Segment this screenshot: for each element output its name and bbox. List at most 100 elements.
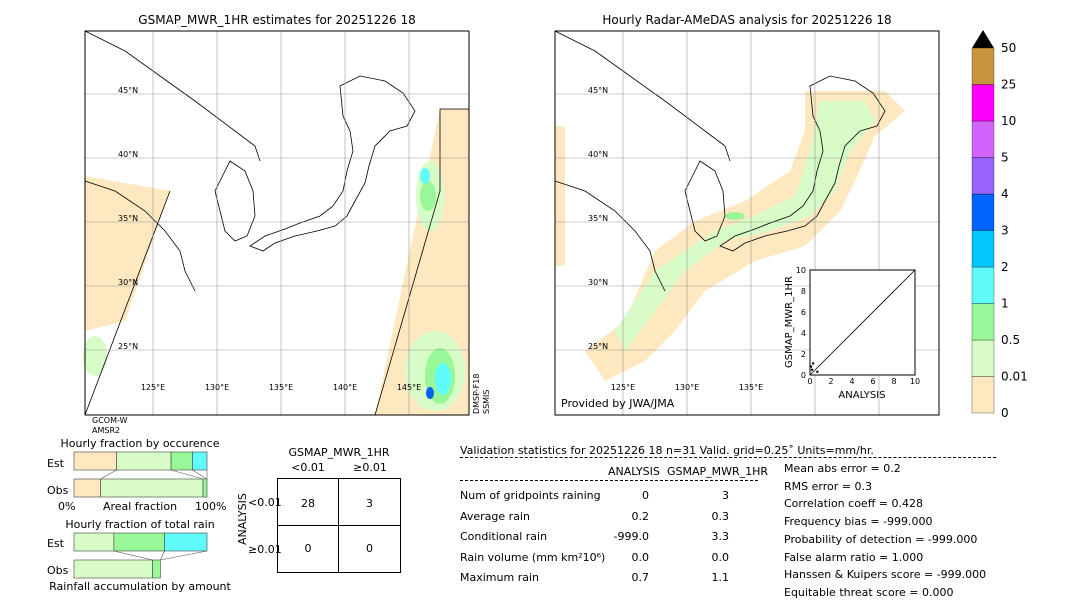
inset-x-tick: 2 [828,377,833,386]
lon-label: 130°E [675,383,699,392]
connector-line [160,550,165,561]
stats-label: Num of gridpoints raining [460,489,601,502]
sensor-line: DMSP-F18 [472,373,481,414]
fraction-bar-segment [192,451,208,471]
fraction-bar-segment [116,451,172,471]
colorbar-segment [971,84,995,122]
stats-g: 0.0 [711,550,730,564]
stats-a: -999.0 [613,530,649,543]
est-label: Est [47,537,64,550]
colorbar-label: 2 [1001,260,1009,274]
colorbar-label: 1 [1001,297,1009,311]
lat-label: 25°N [118,342,138,351]
stats-col: ANALYSIS [608,465,660,478]
col-header: ≥0.01 [353,461,387,474]
swath-edge [84,190,171,416]
stats-label: Average rain [460,509,530,523]
lon-label: 125°E [611,383,635,392]
occurrence-title: Hourly fraction by occurence [60,437,220,450]
stats-label: Maximum rain [460,571,539,584]
score-line: Equitable threat score = 0.000 [784,585,954,599]
score-line: Mean abs error = 0.2 [784,462,901,475]
colorbar-segment [971,303,995,341]
stats-col: GSMAP_MWR_1HR [667,465,769,478]
inset-y-tick: 10 [796,266,806,275]
colorbar-label: 0 [1001,406,1009,420]
right-map-title: Hourly Radar-AMeDAS analysis for 2025122… [602,13,892,27]
scatter-point [809,365,813,368]
lon-label: 125°E [141,383,165,392]
est-label: Est [47,457,64,470]
colorbar-label: 3 [1001,224,1009,238]
cell: 28 [278,479,339,526]
fraction-bar-segment [100,478,204,498]
connector-line [192,469,208,480]
fraction-bar-segment [202,478,208,498]
lon-label: 135°E [739,383,763,392]
stats-a: 0.2 [631,509,650,523]
inset-y-tick: 4 [801,329,806,338]
connector-line [171,469,204,480]
lat-label: 35°N [118,214,138,223]
colorbar-label: 25 [1001,78,1016,92]
obs-label: Obs [47,564,69,577]
total-rain-title: Hourly fraction of total rain [65,518,215,531]
map-frame [84,30,470,416]
connector-line [160,550,208,561]
stats-a: 0.0 [631,550,650,564]
fraction-bars [73,451,208,579]
coastline [84,30,261,292]
inset-x-tick: 6 [870,377,875,386]
colorbar-label: 10 [1001,114,1016,128]
inset-x-tick: 0 [807,377,812,386]
lon-label: 145°E [397,383,421,392]
inset-x-tick: 8 [891,377,896,386]
colorbar-label: 50 [1001,41,1016,55]
score-line: Frequency bias = -999.000 [784,515,933,529]
row-header: ≥0.01 [248,543,282,556]
rain-area-001 [83,336,107,376]
cell: 0 [366,541,373,555]
divider [460,457,996,458]
fraction-bar-segment [170,451,193,471]
col-header: <0.01 [291,461,325,474]
left-sensor: GCOM-W AMSR2 [92,416,127,436]
coastline [554,30,731,292]
lat-label: 25°N [588,342,608,351]
lon-label: 140°E [333,383,357,392]
inset-y-tick: 2 [801,350,806,359]
score-line: False alarm ratio = 1.000 [784,550,924,564]
inset-xlabel: ANALYSIS [838,390,885,401]
left-map: 45°N 40°N 35°N 30°N 25°N 125°E 130°E 135°E 140°E… [83,30,470,416]
cell: 0 [278,525,339,572]
rain-area-3 [426,387,434,399]
sensor-line: SSMIS [482,389,491,415]
map-frame [554,30,940,416]
score-line: RMS error = 0.3 [784,479,872,493]
stats-label: Conditional rain [460,530,548,543]
areal-fraction-label: Areal fraction [102,500,178,513]
credit: Provided by JWA/JMA [561,397,675,410]
inset-scatter: 00 2 2 4 4 6 6 8 8 10 10 ANALYSIS GSMAP_MWR_1HR [784,266,920,401]
lat-label: 45°N [118,86,138,95]
contingency-title: GSMAP_MWR_1HR [288,446,390,459]
score-line: Correlation coeff = 0.428 [784,497,923,511]
tick-100: 100% [195,500,227,513]
rain-area-1 [435,363,451,395]
colorbar-segment [971,266,995,304]
colorbar-segment [971,193,995,231]
inset-y-tick: 6 [801,308,806,317]
stats-a: 0.7 [631,571,650,584]
lon-label: 130°E [205,383,229,392]
colorbar-segment [971,376,995,414]
rain-area-0 [555,126,565,266]
stats-label: Rain volume (mm km²10⁶) [460,550,606,564]
lat-label: 40°N [588,150,608,159]
coastline [684,160,726,242]
fraction-bar-segment [73,451,117,471]
scatter-point [810,368,814,371]
colorbar: 0 0.01 0.5 1 2 3 4 5 10 25 50 [971,30,1028,420]
colorbar-label: 0.5 [1001,333,1020,347]
colorbar-extend-arrow [972,30,994,48]
divider [460,480,758,481]
